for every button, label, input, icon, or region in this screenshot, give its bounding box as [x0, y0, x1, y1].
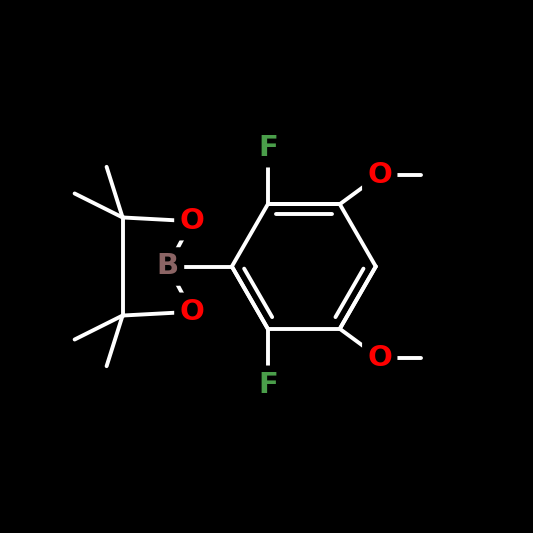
Text: B: B: [157, 253, 179, 280]
Text: O: O: [367, 344, 392, 372]
Text: O: O: [180, 207, 204, 235]
Text: O: O: [367, 161, 392, 189]
Text: F: F: [258, 371, 278, 399]
Text: F: F: [258, 134, 278, 162]
Text: O: O: [180, 298, 204, 326]
